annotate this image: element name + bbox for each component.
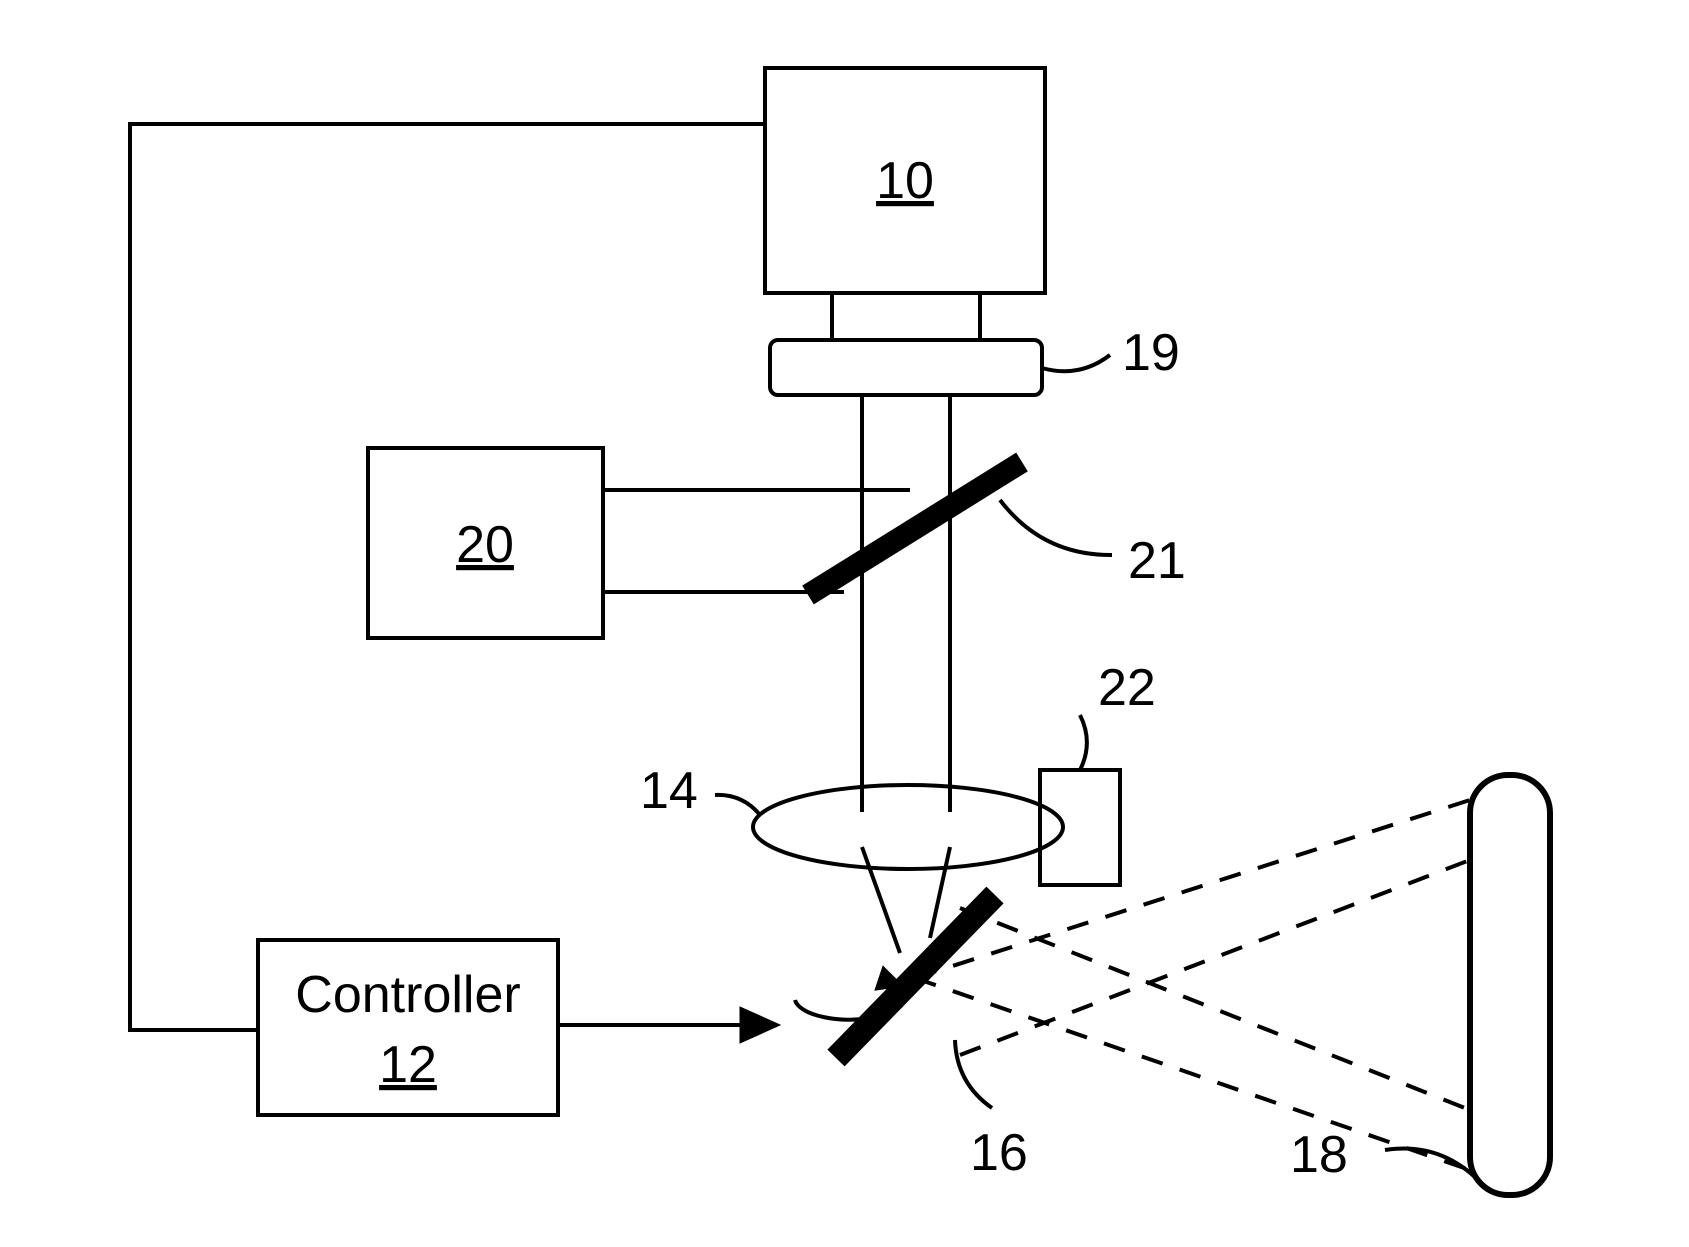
ray-cross-2 — [960, 860, 1470, 1055]
ray-cross-1 — [960, 908, 1470, 1110]
leader-22 — [1080, 715, 1087, 770]
label-ref16: 16 — [970, 1124, 1028, 1182]
label-ref12: 12 — [379, 1036, 437, 1094]
label-ref20: 20 — [456, 516, 514, 574]
label-ref10: 10 — [876, 152, 934, 210]
neck-below-10 — [832, 293, 980, 340]
screen-18 — [1470, 775, 1550, 1195]
leader-18 — [1385, 1149, 1478, 1180]
wire-10-to-12 — [130, 124, 765, 1030]
label-ref21: 21 — [1128, 532, 1186, 590]
ray-top — [915, 800, 1470, 978]
block-19 — [770, 340, 1042, 395]
leader-14 — [715, 795, 760, 815]
label-controller: Controller — [295, 966, 520, 1024]
mirror-21 — [808, 462, 1022, 595]
arrow-ctrl-head — [740, 1007, 780, 1043]
leader-19 — [1042, 355, 1110, 371]
mirror-16 — [836, 895, 995, 1058]
beam-conv-right — [930, 847, 950, 938]
label-ref18: 18 — [1290, 1126, 1348, 1184]
beam-conv-left — [862, 847, 900, 953]
label-ref22: 22 — [1098, 659, 1156, 717]
leader-21 — [1000, 500, 1112, 555]
block-22 — [1040, 770, 1120, 885]
label-ref14: 14 — [640, 762, 698, 820]
lens-14 — [753, 785, 1063, 869]
label-ref19: 19 — [1122, 324, 1180, 382]
